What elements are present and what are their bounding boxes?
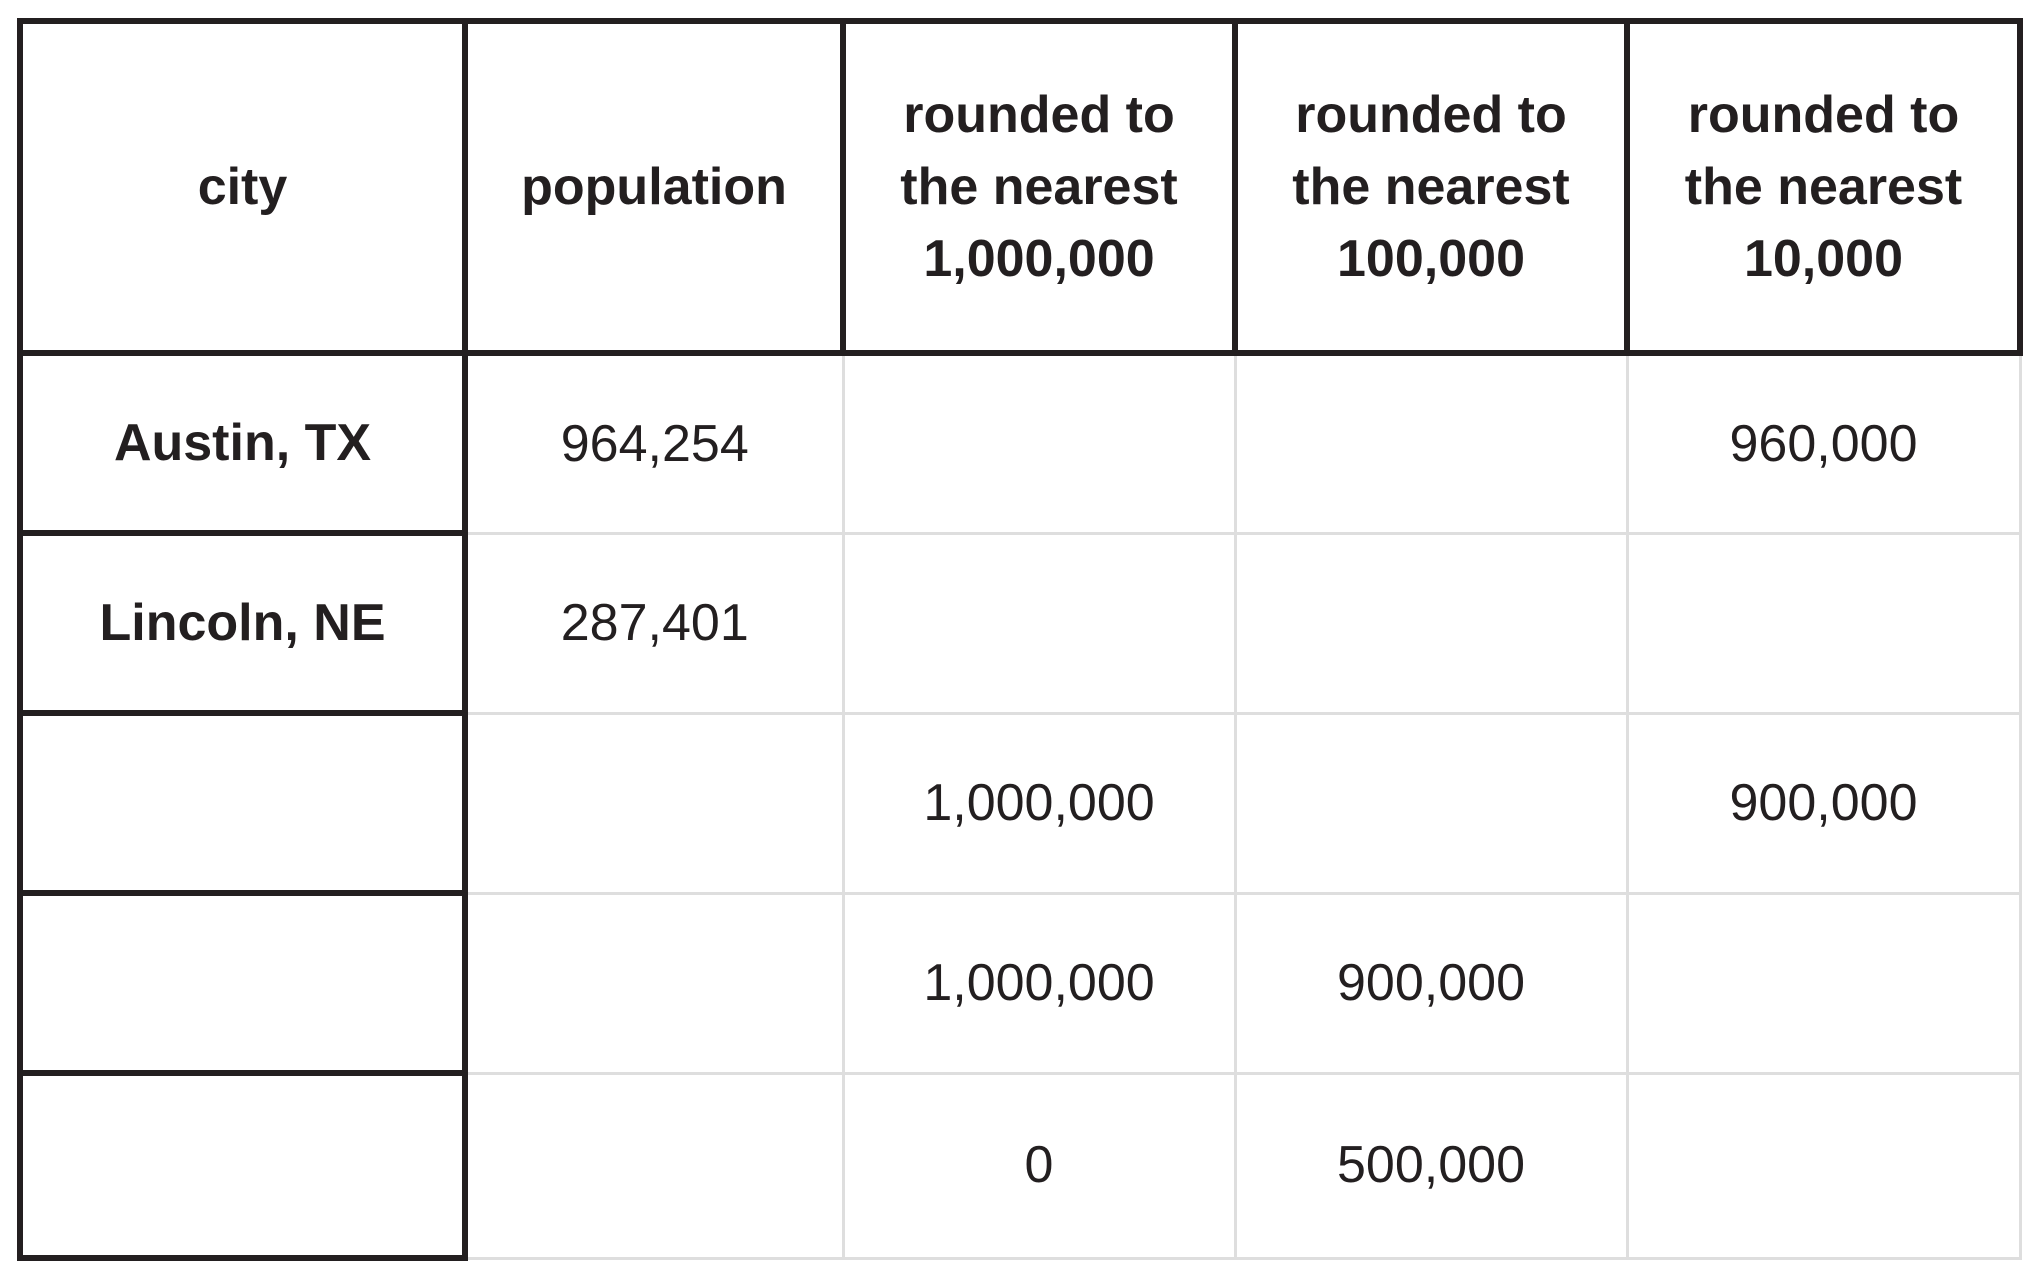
cell-nearest-100000: 500,000 [1233, 1071, 1629, 1260]
table-row: 1,000,000 900,000 [17, 890, 2022, 1076]
cell-nearest-100000 [1233, 351, 1629, 535]
cell-city: Austin, TX [17, 350, 468, 536]
table-row: Lincoln, NE 287,401 [17, 530, 2022, 716]
cell-population: 964,254 [463, 351, 845, 535]
rounding-table: city population rounded to the nearest 1… [17, 18, 2023, 1261]
cell-nearest-10000 [1625, 531, 2022, 715]
table-header-row: city population rounded to the nearest 1… [17, 18, 2023, 356]
table-row: 0 500,000 [17, 1070, 2022, 1261]
column-header-city: city [17, 18, 468, 356]
cell-nearest-1000000 [841, 351, 1237, 535]
cell-nearest-1000000: 1,000,000 [841, 891, 1237, 1075]
cell-nearest-100000: 900,000 [1233, 891, 1629, 1075]
cell-nearest-10000: 900,000 [1625, 711, 2022, 895]
cell-nearest-100000 [1233, 531, 1629, 715]
table-row: 1,000,000 900,000 [17, 710, 2022, 896]
cell-city [17, 890, 468, 1076]
column-header-nearest-10000: rounded to the nearest 10,000 [1624, 18, 2023, 356]
cell-population [463, 711, 845, 895]
cell-population [463, 891, 845, 1075]
cell-city: Lincoln, NE [17, 530, 468, 716]
column-header-nearest-100000: rounded to the nearest 100,000 [1232, 18, 1630, 356]
cell-nearest-10000 [1625, 891, 2022, 1075]
cell-nearest-1000000: 1,000,000 [841, 711, 1237, 895]
cell-nearest-1000000 [841, 531, 1237, 715]
cell-population: 287,401 [463, 531, 845, 715]
cell-nearest-10000 [1625, 1071, 2022, 1260]
cell-city [17, 710, 468, 896]
cell-city [17, 1070, 468, 1261]
cell-nearest-100000 [1233, 711, 1629, 895]
column-header-nearest-1000000: rounded to the nearest 1,000,000 [840, 18, 1238, 356]
cell-nearest-10000: 960,000 [1625, 351, 2022, 535]
column-header-population: population [462, 18, 846, 356]
table-row: Austin, TX 964,254 960,000 [17, 350, 2022, 536]
cell-population [463, 1071, 845, 1260]
cell-nearest-1000000: 0 [841, 1071, 1237, 1260]
